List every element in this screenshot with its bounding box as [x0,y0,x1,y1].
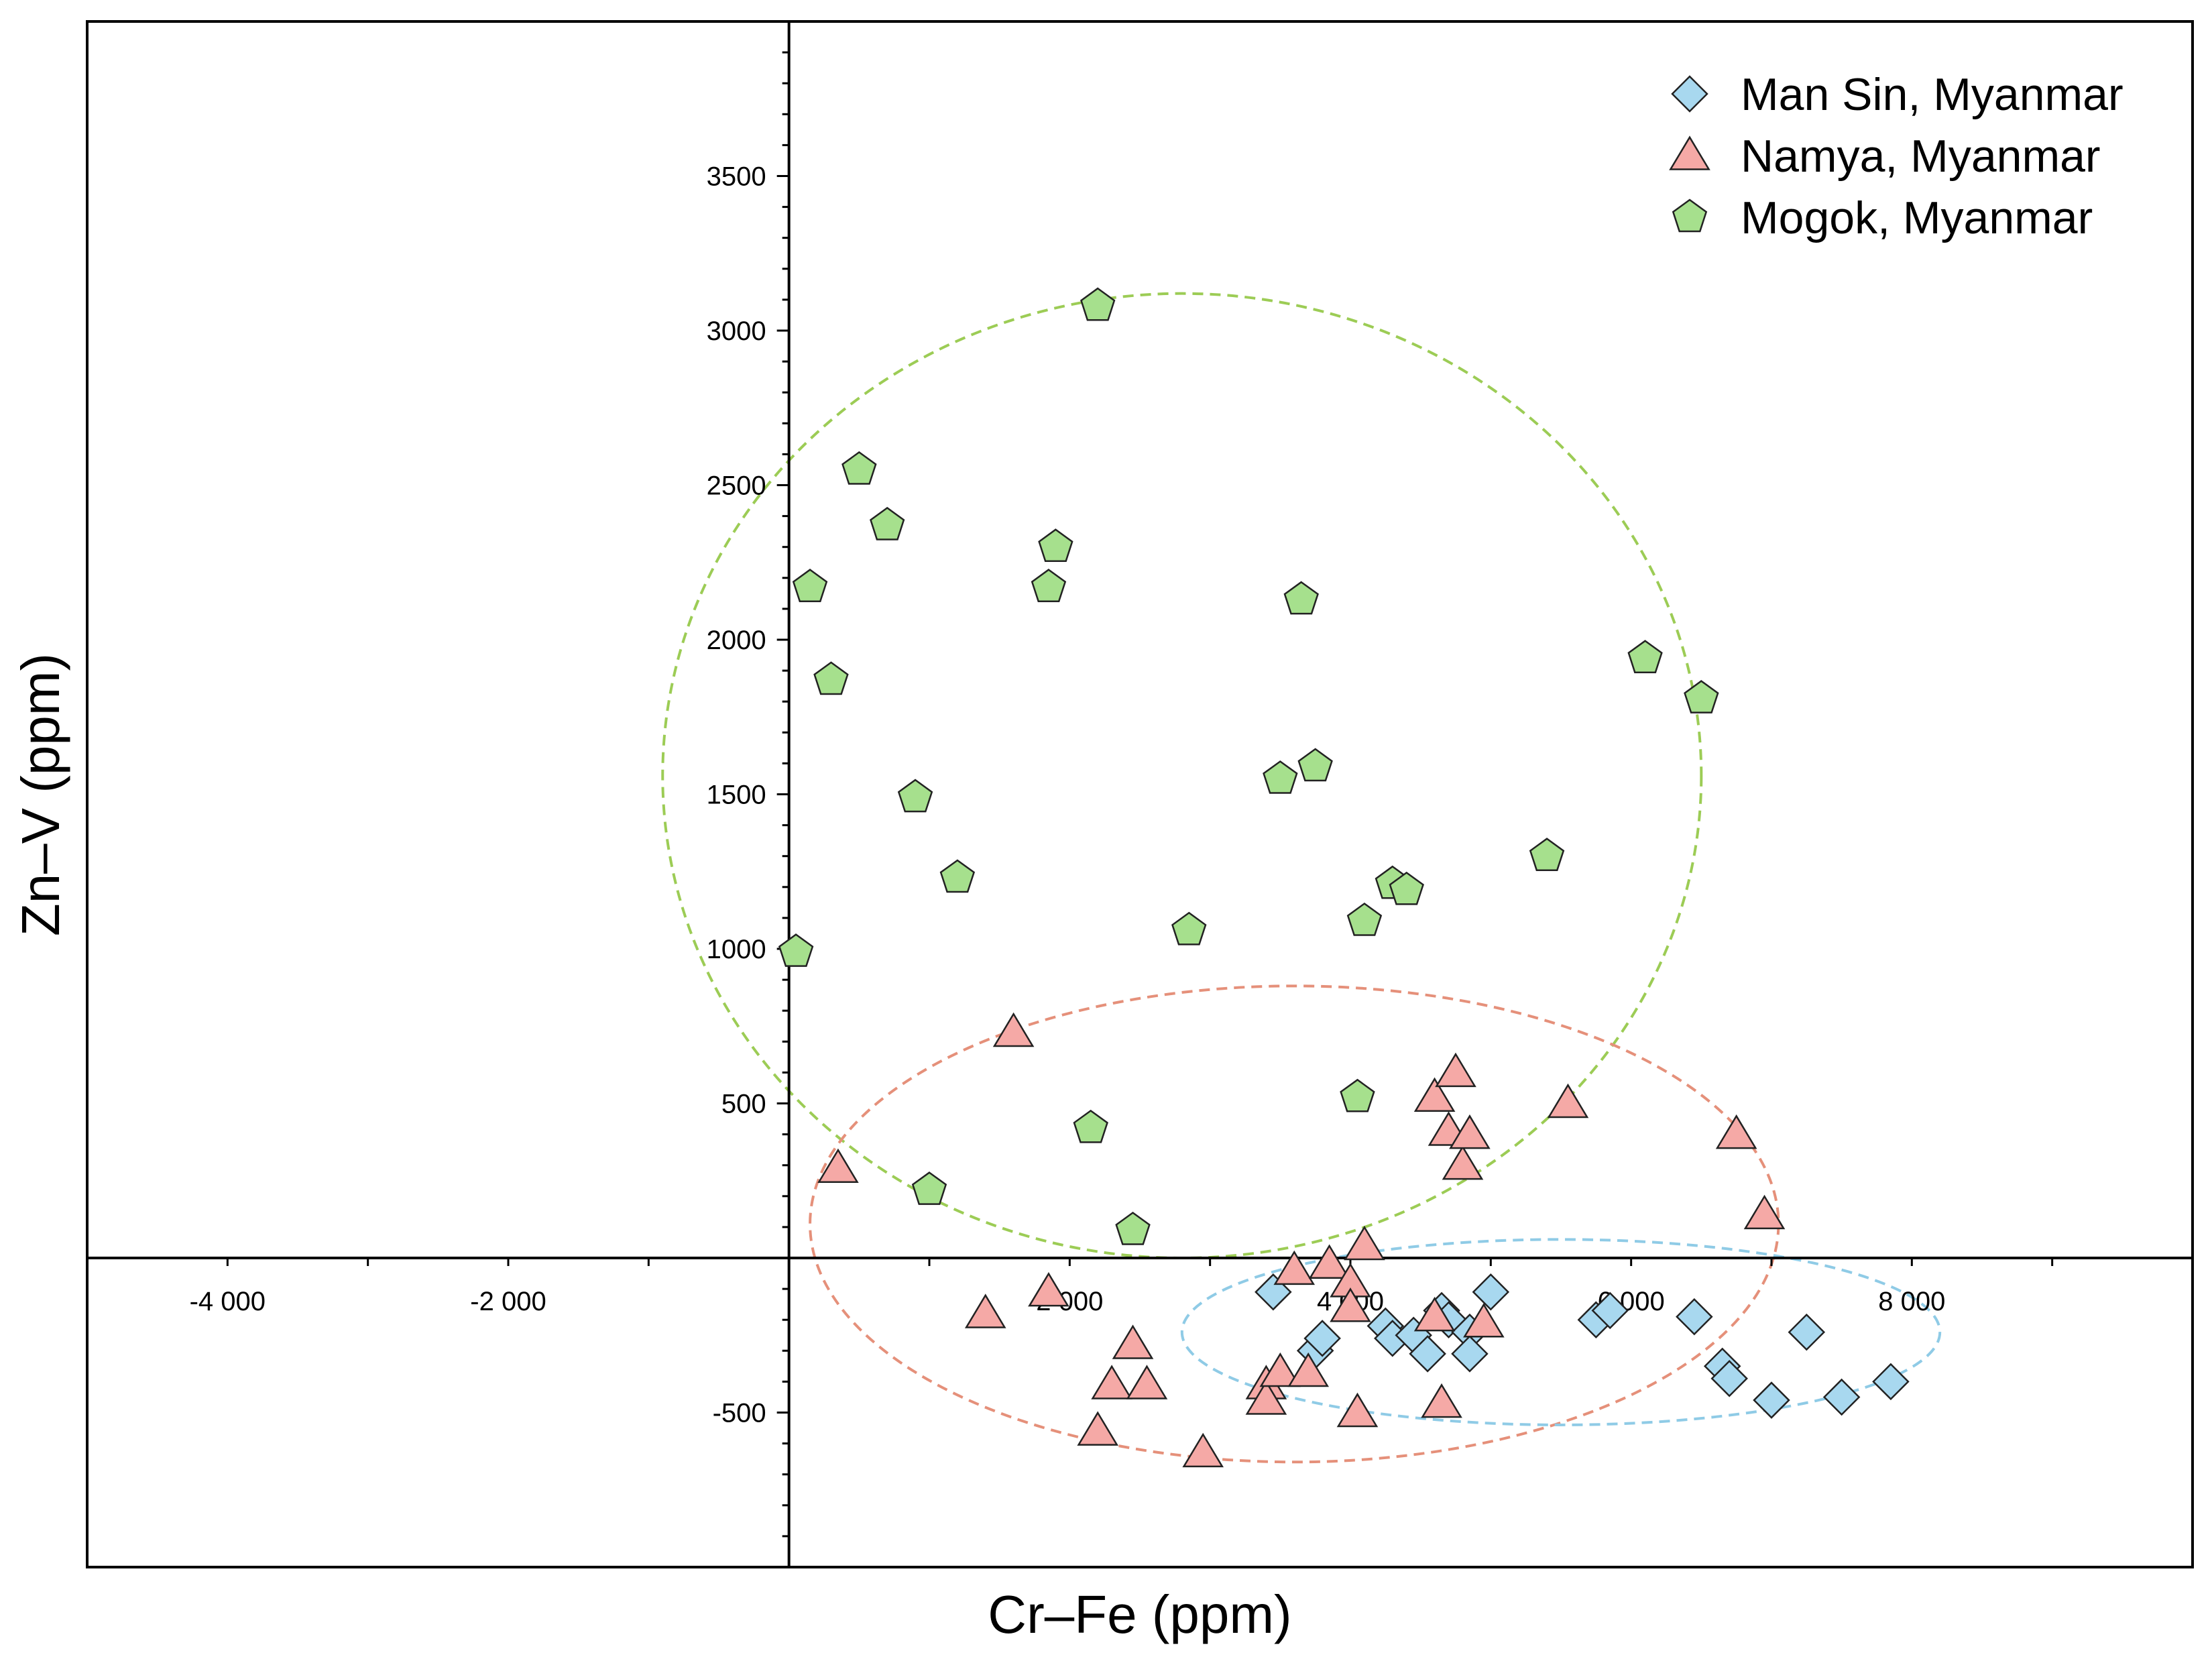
diamond-point-man-sin [1255,1273,1292,1311]
triangle-point-namya [1442,1145,1484,1180]
series-namya [817,1012,1786,1468]
triangle-point-namya [1336,1392,1379,1428]
triangle-point-namya [1028,1271,1069,1307]
triangle-point-namya [1421,1383,1462,1418]
legend-label-namya: Namya, Myanmar [1741,131,2101,182]
triangle-point-namya [1413,1077,1456,1112]
y-tick-label: 2500 [707,471,766,501]
triangle-point-namya [992,1012,1035,1047]
pentagon-point-mogok [1346,902,1383,936]
y-tick-label: 3000 [707,317,766,346]
pentagon-point-mogok [911,1171,947,1205]
triangle-point-namya [1259,1352,1301,1387]
x-axis-title: Cr–Fe (ppm) [988,1585,1291,1644]
pentagon-point-mogok [897,779,933,813]
diamond-point-man-sin [1872,1363,1910,1401]
y-tick-label: 1500 [707,781,766,810]
pentagon-point-mogok [792,569,828,602]
legend-label-mogok: Mogok, Myanmar [1741,192,2093,243]
pentagon-point-mogok [1073,1109,1108,1143]
diamond-point-man-sin [1591,1292,1629,1330]
triangle-point-namya [1715,1114,1757,1149]
legend-diamond-icon [1671,75,1708,113]
pentagon-point-mogok [1038,528,1073,562]
diamond-point-man-sin [1472,1273,1510,1311]
diamond-point-man-sin [1753,1381,1790,1419]
triangle-point-namya [1743,1194,1786,1230]
pentagon-point-mogok [870,506,905,540]
pentagon-point-mogok [1263,760,1298,794]
ellipse-man-sin-myanmar [1180,1238,1942,1426]
series-mogok [778,287,1719,1245]
pentagon-point-mogok [1340,1078,1375,1112]
triangle-point-namya [1273,1250,1316,1285]
y-tick-label: 1000 [707,935,766,964]
triangle-point-namya [1330,1287,1371,1322]
pentagon-point-mogok [1297,748,1333,782]
triangle-point-namya [1077,1411,1119,1446]
diamond-point-man-sin [1451,1335,1489,1373]
triangle-point-namya [964,1294,1006,1328]
pentagon-point-mogok [1080,287,1116,321]
diamond-point-man-sin [1676,1298,1713,1336]
pentagon-point-mogok [1115,1211,1151,1245]
y-tick-label: 500 [721,1090,766,1119]
pentagon-point-mogok [1171,911,1207,945]
triangle-point-namya [1413,1296,1456,1332]
pentagon-point-mogok [1283,581,1319,615]
pentagon-point-mogok [1389,871,1424,905]
diamond-point-man-sin [1303,1320,1341,1357]
triangle-point-namya [1308,1244,1350,1279]
x-tick-label: -4 000 [190,1287,266,1316]
triangle-point-namya [1126,1365,1168,1399]
pentagon-point-mogok [939,859,976,893]
pentagon-point-mogok [778,933,814,967]
triangle-point-namya [1463,1303,1505,1338]
legend-pentagon-icon [1672,198,1708,233]
diamond-point-man-sin [1788,1313,1826,1351]
pentagon-point-mogok [1627,640,1663,673]
y-tick-label: -500 [713,1399,766,1428]
triangle-point-namya [1112,1324,1154,1359]
y-tick-label: 3500 [707,162,766,192]
triangle-point-namya [1245,1380,1287,1415]
triangle-point-namya [817,1148,859,1184]
data-points [778,287,1910,1468]
triangle-point-namya [1344,1225,1385,1261]
diamond-point-man-sin [1409,1335,1446,1373]
triangle-point-namya [1547,1083,1589,1119]
pentagon-point-mogok [1529,838,1565,871]
pentagon-point-mogok [1684,680,1719,713]
pentagon-point-mogok [841,451,877,485]
triangle-point-namya [1435,1052,1476,1088]
legend: Man Sin, Myanmar Namya, Myanmar Mogok, Mya… [1669,69,2123,243]
triangle-point-namya [1449,1114,1491,1149]
x-tick-label: 8 000 [1878,1287,1945,1316]
y-axis-title: Zn–V (ppm) [11,653,70,936]
legend-triangle-icon [1669,135,1710,170]
x-tick-label: -2 000 [470,1287,546,1316]
pentagon-point-mogok [813,661,849,695]
y-tick-label: 2000 [707,626,766,655]
legend-label-man-sin: Man Sin, Myanmar [1741,69,2123,120]
triangle-point-namya [1091,1365,1132,1399]
triangle-point-namya [1287,1352,1330,1387]
plot-frame [86,20,2194,1568]
triangle-point-namya [1182,1432,1224,1468]
diamond-point-man-sin [1822,1378,1861,1416]
series-man-sin [1255,1273,1910,1419]
pentagon-point-mogok [1031,569,1067,602]
diamond-point-man-sin [1710,1360,1748,1397]
